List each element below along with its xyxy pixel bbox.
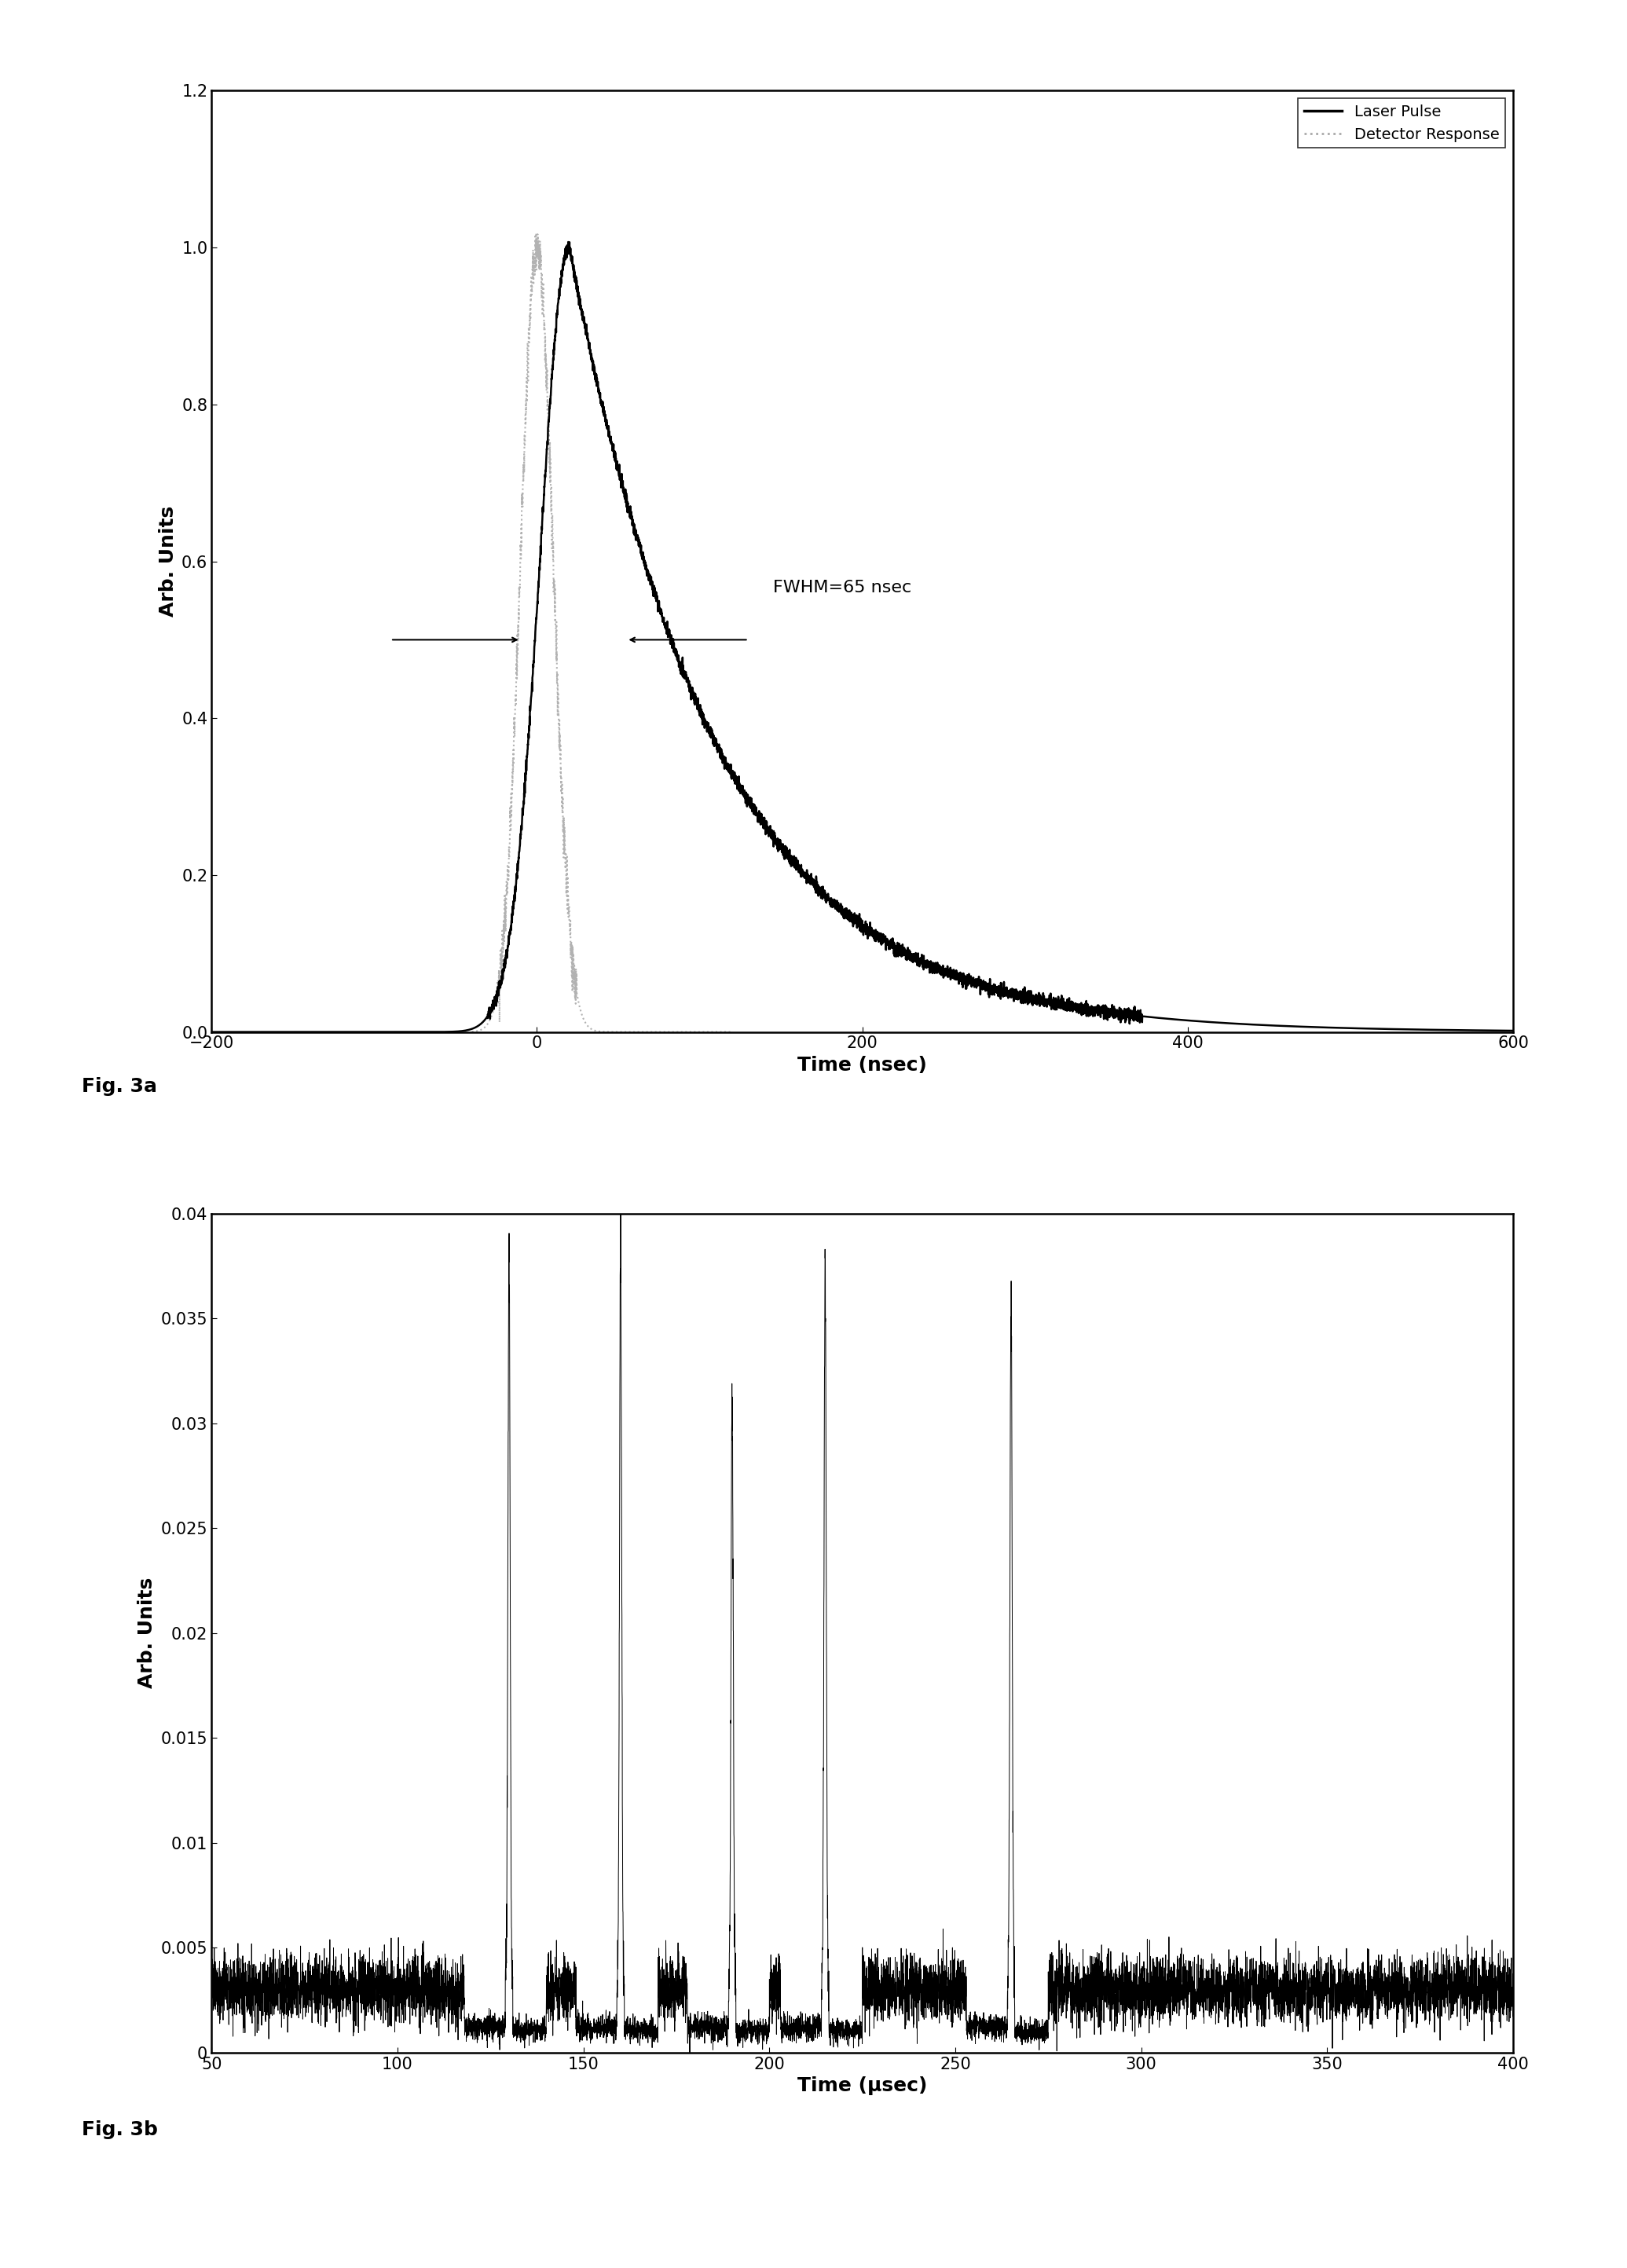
Text: FWHM=65 nsec: FWHM=65 nsec bbox=[773, 581, 911, 596]
Text: Fig. 3a: Fig. 3a bbox=[81, 1077, 156, 1095]
Legend: Laser Pulse, Detector Response: Laser Pulse, Detector Response bbox=[1298, 98, 1505, 147]
Y-axis label: Arb. Units: Arb. Units bbox=[158, 506, 177, 617]
Y-axis label: Arb. Units: Arb. Units bbox=[138, 1579, 156, 1687]
X-axis label: Time (μsec): Time (μsec) bbox=[797, 2077, 927, 2096]
Text: Fig. 3b: Fig. 3b bbox=[81, 2121, 158, 2139]
X-axis label: Time (nsec): Time (nsec) bbox=[797, 1057, 927, 1075]
